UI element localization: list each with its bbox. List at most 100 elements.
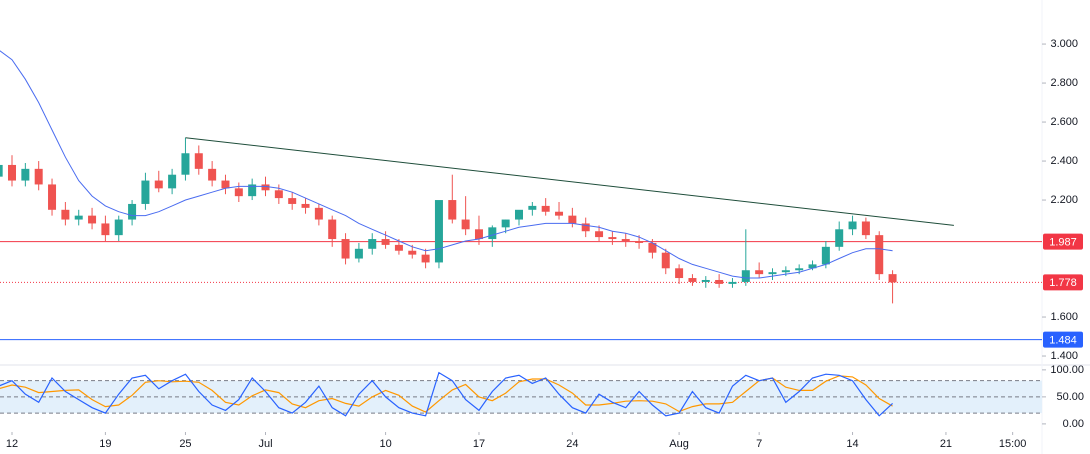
candle-body — [194, 153, 203, 169]
candle-body — [114, 219, 123, 236]
candle-body — [755, 270, 764, 275]
x-tick-label: 19 — [99, 438, 111, 450]
candle-body — [208, 168, 217, 181]
candle-body — [368, 239, 377, 249]
candle-body — [781, 270, 790, 273]
price-label: 1.484 — [1049, 335, 1077, 347]
x-tick-label: 14 — [846, 438, 858, 450]
candle-body — [595, 231, 604, 238]
stoch-line — [0, 375, 893, 413]
candle-body — [875, 235, 884, 275]
candle-body — [168, 174, 177, 189]
x-tick-label: 21 — [940, 438, 952, 450]
y-tick-label: 1.400 — [1050, 350, 1078, 362]
price-label: 1.987 — [1049, 236, 1077, 248]
candle-body — [514, 209, 523, 220]
x-tick-label: 15:00 — [999, 438, 1027, 450]
x-tick-label: Aug — [669, 438, 689, 450]
candle-body — [608, 237, 617, 240]
candle-body — [408, 250, 417, 255]
x-tick-label: 25 — [179, 438, 191, 450]
x-tick-label: 12 — [6, 438, 18, 450]
y2-tick-label: 100.00 — [1050, 364, 1084, 376]
x-tick-label: 17 — [473, 438, 485, 450]
y2-tick-label: 50.00 — [1056, 391, 1084, 403]
candle-body — [621, 239, 630, 241]
candle-body — [274, 190, 283, 199]
candle-body — [434, 200, 443, 263]
candle-body — [501, 219, 510, 228]
candle-body — [341, 239, 350, 259]
y-tick-label: 2.400 — [1050, 155, 1078, 167]
candle-body — [394, 244, 403, 251]
x-tick-label: Jul — [258, 438, 272, 450]
candle-body — [141, 180, 150, 204]
candle-body — [835, 229, 844, 247]
candle-body — [661, 252, 670, 269]
candle-body — [448, 200, 457, 220]
candle-body — [128, 203, 137, 220]
candle-body — [261, 184, 270, 191]
price-label: 1.778 — [1049, 277, 1077, 289]
candle-body — [34, 168, 43, 185]
candle-body — [808, 264, 817, 269]
candle-body — [888, 274, 897, 283]
stoch-line — [0, 371, 894, 417]
candle-body — [88, 215, 97, 224]
price-label-box — [1043, 274, 1083, 291]
y-tick-label: 2.600 — [1050, 116, 1078, 128]
x-tick-label: 24 — [566, 438, 578, 450]
candle-body — [555, 211, 564, 216]
y2-tick-label: 0.00 — [1063, 418, 1084, 430]
candle-body — [768, 272, 777, 275]
y-tick-label: 2.800 — [1050, 77, 1078, 89]
candle-body — [688, 278, 697, 282]
candle-body — [288, 198, 297, 204]
candle-body — [8, 164, 17, 181]
candle-body — [48, 184, 57, 210]
candle-body — [461, 219, 470, 230]
x-tick-label: 7 — [756, 438, 762, 450]
candle-body — [741, 270, 750, 282]
trendline — [185, 137, 954, 226]
price-label-box — [1043, 331, 1083, 348]
candle-body — [675, 268, 684, 279]
candle-body — [154, 180, 163, 189]
candle-body — [314, 207, 323, 220]
candle-body — [234, 188, 243, 197]
candle-body — [248, 184, 257, 197]
x-tick-label: 10 — [379, 438, 391, 450]
candle-body — [328, 219, 337, 240]
candle-body — [648, 242, 657, 253]
candle-body — [101, 223, 110, 236]
candle-body — [0, 164, 3, 177]
candle-body — [21, 168, 30, 181]
candle-body — [74, 215, 83, 220]
y-tick-label: 2.200 — [1050, 194, 1078, 206]
candle-body — [541, 205, 550, 212]
y-tick-label: 1.600 — [1050, 311, 1078, 323]
candle-body — [848, 221, 857, 230]
candle-body — [795, 268, 804, 271]
price-label-box — [1043, 233, 1083, 250]
candle-body — [301, 203, 310, 208]
candle-body — [715, 279, 724, 284]
candle-body — [861, 221, 870, 236]
candle-body — [528, 205, 537, 210]
candle-body — [581, 223, 590, 232]
candle-body — [568, 215, 577, 224]
moving-average — [0, 50, 893, 279]
y-tick-label: 3.000 — [1050, 38, 1078, 50]
candle-body — [635, 240, 644, 243]
candle-body — [354, 248, 363, 259]
candle-body — [488, 227, 497, 240]
candle-body — [821, 246, 830, 265]
candle-body — [61, 209, 70, 220]
candle-body — [474, 229, 483, 240]
candle-body — [381, 239, 390, 245]
candle-body — [421, 254, 430, 263]
candle-body — [701, 279, 710, 282]
candle-body — [728, 281, 737, 284]
candle-body — [181, 153, 190, 175]
